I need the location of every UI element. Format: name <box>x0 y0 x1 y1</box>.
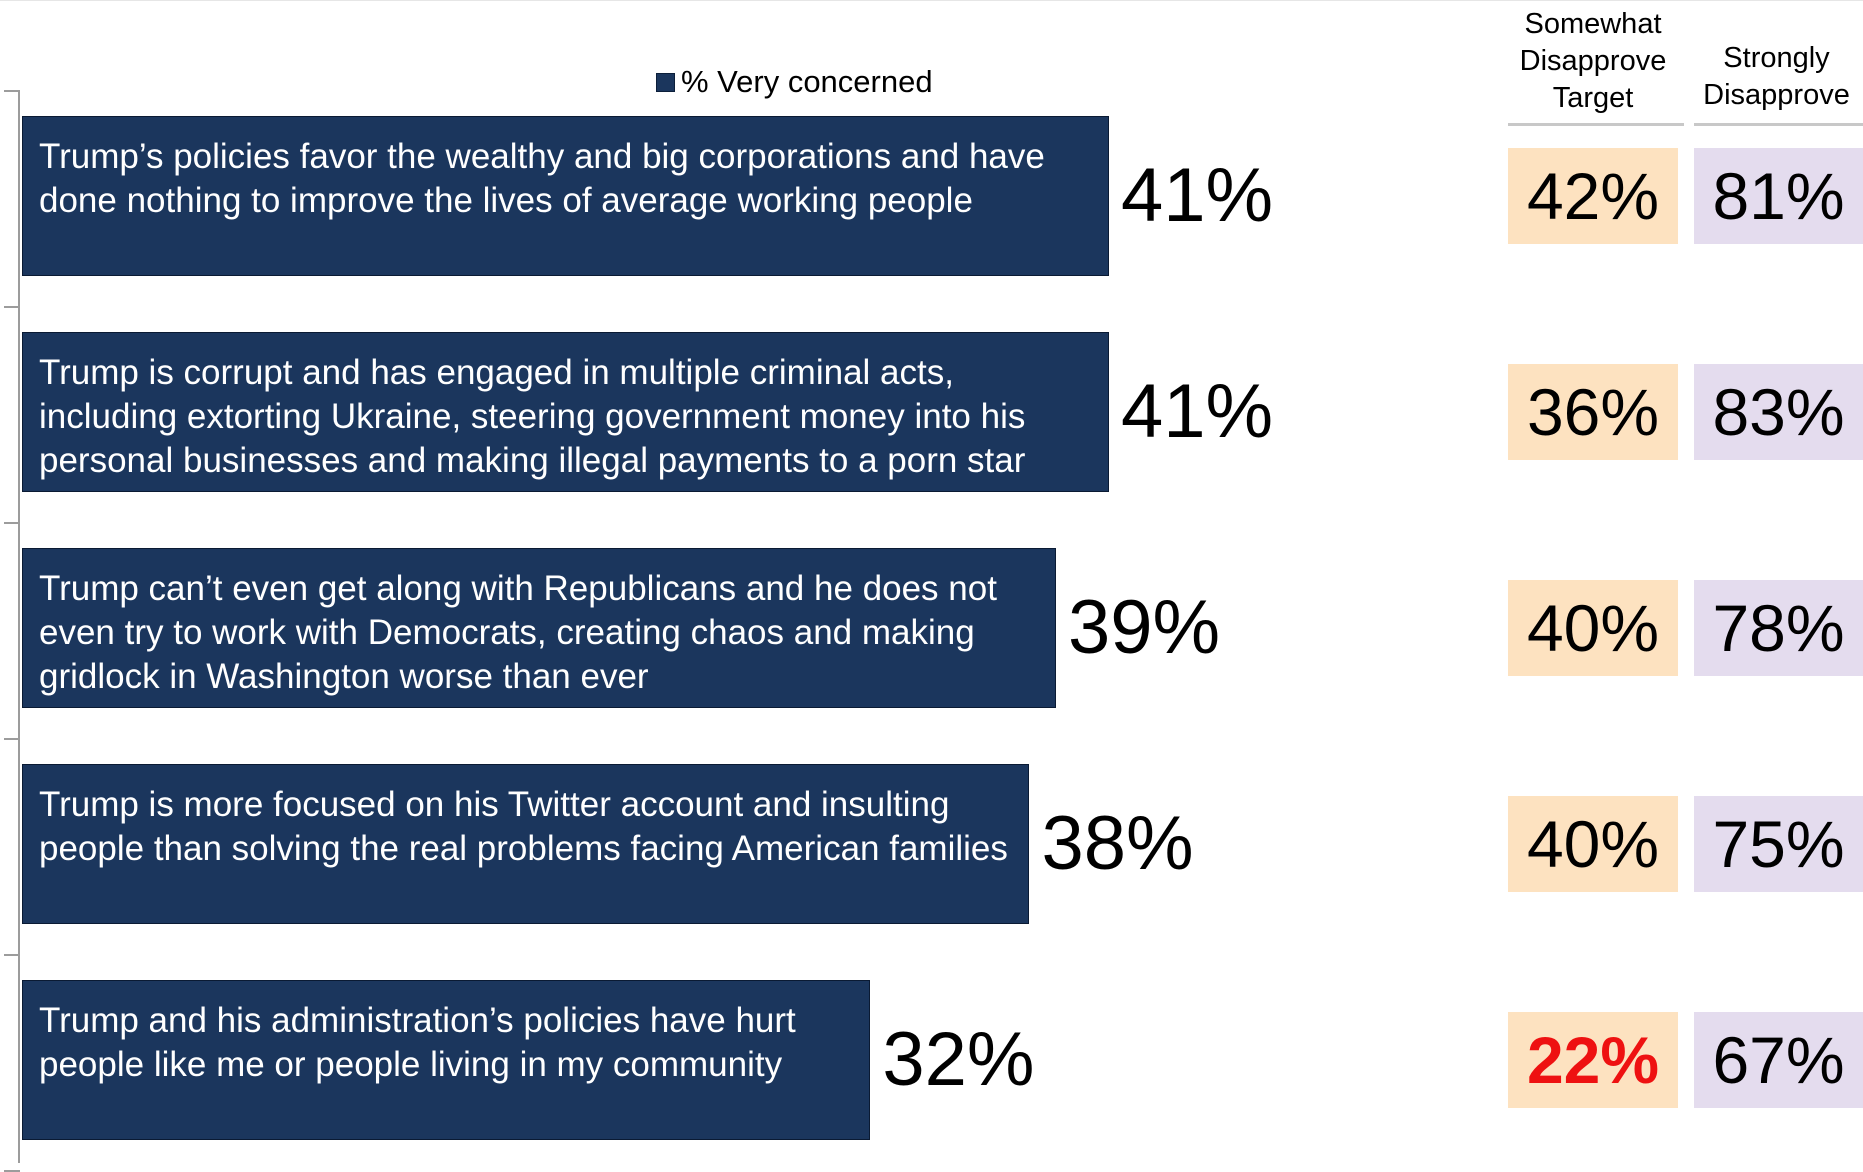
somewhat-disapprove-target-cell: 40% <box>1508 580 1678 676</box>
somewhat-disapprove-target-cell: 40% <box>1508 796 1678 892</box>
header-underline <box>1508 123 1684 126</box>
legend-swatch <box>656 72 675 92</box>
strongly-disapprove-cell: 83% <box>1694 364 1863 460</box>
header-line: Strongly <box>1723 42 1830 74</box>
data-label: 41% <box>1121 153 1274 238</box>
category-label: Trump and his administration’s policies … <box>39 1001 796 1084</box>
bar: Trump and his administration’s policies … <box>22 980 871 1140</box>
data-label: 39% <box>1067 585 1221 670</box>
data-label: 32% <box>882 1017 1035 1102</box>
axis-tick <box>4 738 20 740</box>
top-border <box>0 0 1863 1</box>
legend: % Very concerned <box>656 62 933 102</box>
somewhat-disapprove-target-cell: 36% <box>1508 364 1678 460</box>
bar: Trump can’t even get along with Republic… <box>22 548 1056 708</box>
data-label: 41% <box>1121 369 1274 454</box>
category-label: Trump’s policies favor the wealthy and b… <box>39 137 1045 220</box>
header-line: Target <box>1552 82 1634 114</box>
data-label: 38% <box>1041 801 1194 886</box>
bar: Trump is more focused on his Twitter acc… <box>22 764 1030 924</box>
somewhat-disapprove-target-cell: 22% <box>1508 1012 1678 1108</box>
category-label: Trump can’t even get along with Republic… <box>39 569 997 696</box>
header-line: Disapprove <box>1703 79 1850 111</box>
legend-label: % Very concerned <box>681 64 933 99</box>
strongly-disapprove-cell: 78% <box>1694 580 1863 676</box>
header-underline <box>1694 123 1863 126</box>
header-line: Disapprove <box>1519 45 1667 77</box>
strongly-disapprove-cell: 67% <box>1694 1012 1863 1108</box>
header-somewhat-disapprove-target: Somewhat Disapprove Target <box>1502 6 1684 117</box>
category-label: Trump is more focused on his Twitter acc… <box>39 785 1008 868</box>
axis-tick <box>4 306 20 308</box>
category-axis <box>18 90 20 1163</box>
axis-tick <box>4 522 20 524</box>
axis-tick <box>4 90 20 92</box>
axis-tick <box>4 954 20 956</box>
header-strongly-disapprove: Strongly Disapprove <box>1690 40 1863 114</box>
strongly-disapprove-cell: 81% <box>1694 148 1863 244</box>
strongly-disapprove-cell: 75% <box>1694 796 1863 892</box>
somewhat-disapprove-target-cell: 42% <box>1508 148 1678 244</box>
bar: Trump is corrupt and has engaged in mult… <box>22 332 1109 492</box>
header-line: Somewhat <box>1524 8 1662 40</box>
bar: Trump’s policies favor the wealthy and b… <box>22 116 1109 276</box>
category-label: Trump is corrupt and has engaged in mult… <box>39 353 1026 480</box>
